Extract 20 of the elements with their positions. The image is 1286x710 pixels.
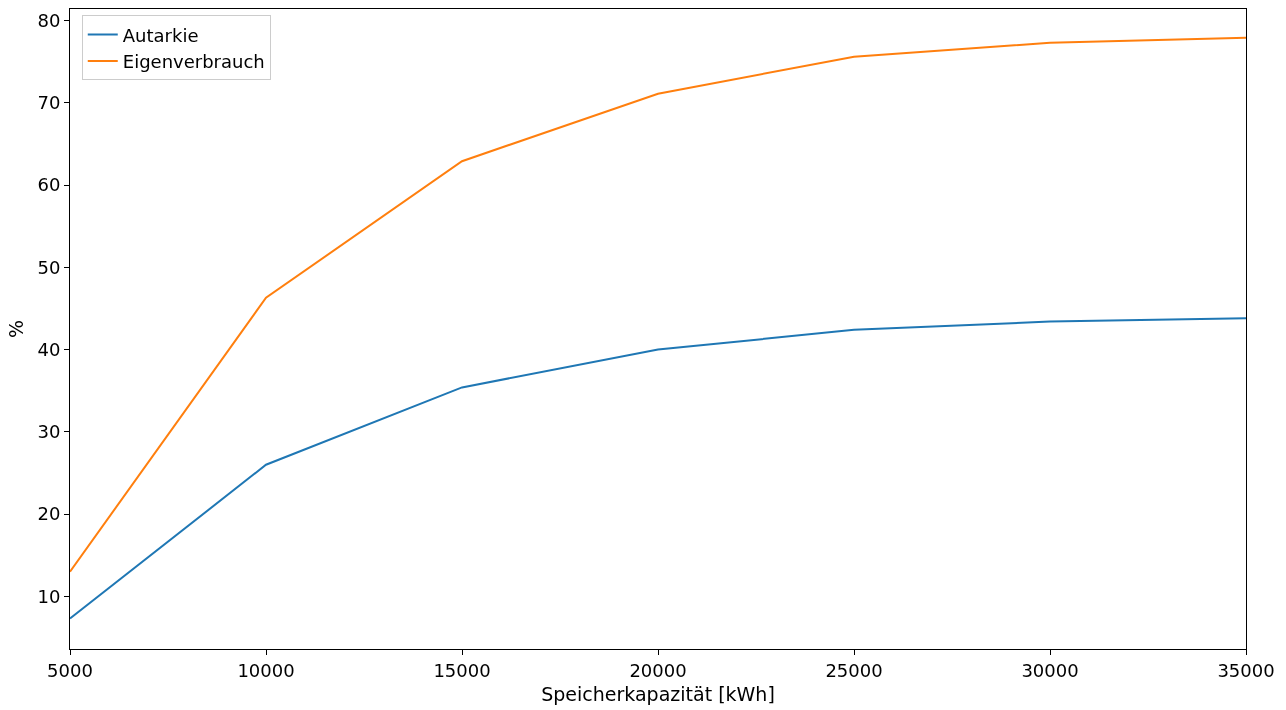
legend-label: Autarkie xyxy=(122,24,199,46)
x-tick-label: 10000 xyxy=(237,659,295,681)
x-tick-label: 5000 xyxy=(47,659,93,681)
y-tick-label: 80 xyxy=(37,9,61,31)
y-tick-label: 10 xyxy=(37,585,61,607)
y-tick-label: 30 xyxy=(37,421,61,443)
y-tick-label: 70 xyxy=(37,92,61,114)
y-tick-label: 50 xyxy=(37,256,61,278)
y-tick-label: 60 xyxy=(37,174,61,196)
x-tick-label: 35000 xyxy=(1217,659,1275,681)
y-tick-label: 40 xyxy=(37,338,61,360)
y-tick-label: 20 xyxy=(37,503,61,525)
x-tick-label: 15000 xyxy=(433,659,491,681)
x-tick-label: 20000 xyxy=(629,659,687,681)
legend-label: Eigenverbrauch xyxy=(122,51,265,73)
x-tick-label: 25000 xyxy=(825,659,883,681)
x-tick-label: 30000 xyxy=(1021,659,1079,681)
x-axis-title: Speicherkapazität [kWh] xyxy=(541,683,775,706)
line-series xyxy=(70,317,1246,620)
y-axis-title: % xyxy=(5,319,28,339)
